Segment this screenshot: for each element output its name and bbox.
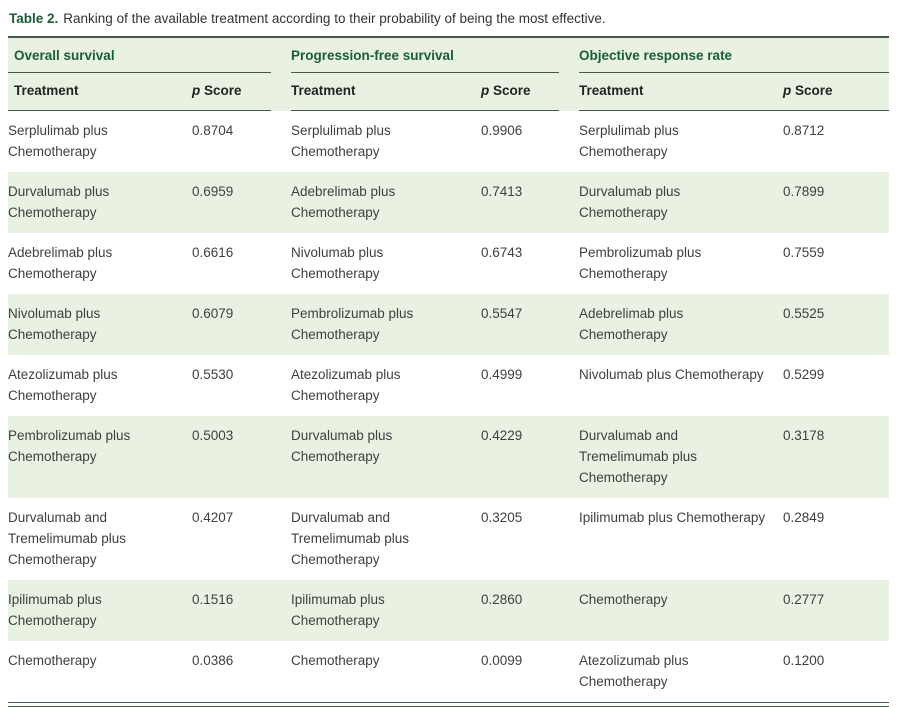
column-header-pscore: p Score — [192, 73, 291, 110]
treatment-cell: Chemotherapy — [291, 653, 380, 668]
table-caption-text: Ranking of the available treatment accor… — [63, 11, 606, 26]
group-header-overall-survival: Overall survival — [8, 38, 271, 73]
treatment-cell: Chemotherapy — [8, 653, 97, 668]
pscore-cell: 0.5299 — [783, 367, 825, 382]
treatment-cell: Ipilimumab plus Chemotherapy — [8, 592, 102, 628]
table-caption: Table 2. Ranking of the available treatme… — [0, 0, 903, 36]
pscore-cell: 0.3178 — [783, 428, 825, 443]
pscore-p-italic: p — [192, 83, 201, 98]
column-header-row: Treatment p Score Treatment p Score Trea… — [8, 73, 889, 110]
pscore-cell: 0.4229 — [481, 428, 523, 443]
header-rule — [579, 110, 889, 111]
treatment-cell: Atezolizumab plus Chemotherapy — [8, 367, 118, 403]
treatment-cell: Durvalumab plus Chemotherapy — [291, 428, 393, 464]
pscore-cell: 0.2777 — [783, 592, 825, 607]
table-row: Ipilimumab plus Chemotherapy 0.1516 Ipil… — [8, 580, 889, 641]
treatment-cell: Pembrolizumab plus Chemotherapy — [291, 306, 414, 342]
pscore-cell: 0.0099 — [481, 653, 523, 668]
column-header-treatment: Treatment — [14, 83, 79, 98]
pscore-cell: 0.5525 — [783, 306, 825, 321]
treatment-cell: Adebrelimab plus Chemotherapy — [8, 245, 113, 281]
table-row: Pembrolizumab plus Chemotherapy 0.5003 D… — [8, 416, 889, 498]
pscore-cell: 0.7413 — [481, 184, 523, 199]
table-body: Serplulimab plus Chemotherapy 0.8704 Ser… — [8, 111, 889, 702]
pscore-cell: 0.1516 — [192, 592, 234, 607]
pscore-cell: 0.6616 — [192, 245, 234, 260]
pscore-cell: 0.8704 — [192, 123, 234, 138]
treatment-cell: Nivolumab plus Chemotherapy — [579, 367, 764, 382]
group-header-progression-free-survival: Progression-free survival — [291, 38, 559, 73]
table-caption-label: Table 2. — [9, 11, 59, 26]
table-row: Nivolumab plus Chemotherapy 0.6079 Pembr… — [8, 294, 889, 355]
pscore-cell: 0.9906 — [481, 123, 523, 138]
pscore-cell: 0.8712 — [783, 123, 825, 138]
treatment-cell: Durvalumab and Tremelimumab plus Chemoth… — [579, 428, 698, 485]
treatment-cell: Durvalumab plus Chemotherapy — [8, 184, 110, 220]
pscore-p-italic: p — [783, 83, 792, 98]
table-row: Serplulimab plus Chemotherapy 0.8704 Ser… — [8, 111, 889, 172]
treatment-cell: Ipilimumab plus Chemotherapy — [579, 510, 766, 525]
treatment-cell: Adebrelimab plus Chemotherapy — [291, 184, 396, 220]
pscore-cell: 0.7899 — [783, 184, 825, 199]
treatment-cell: Nivolumab plus Chemotherapy — [8, 306, 101, 342]
ranking-table: Overall survival Progression-free surviv… — [8, 36, 889, 707]
pscore-score-label: Score — [204, 83, 242, 98]
table-row: Adebrelimab plus Chemotherapy 0.6616 Niv… — [8, 233, 889, 294]
header-rule — [8, 110, 271, 111]
pscore-score-label: Score — [493, 83, 531, 98]
column-header-treatment: Treatment — [291, 83, 356, 98]
treatment-cell: Pembrolizumab plus Chemotherapy — [579, 245, 702, 281]
pscore-cell: 0.4999 — [481, 367, 523, 382]
column-header-treatment: Treatment — [579, 83, 644, 98]
treatment-cell: Pembrolizumab plus Chemotherapy — [8, 428, 131, 464]
treatment-cell: Serplulimab plus Chemotherapy — [579, 123, 679, 159]
table-row: Atezolizumab plus Chemotherapy 0.5530 At… — [8, 355, 889, 416]
header-rule-row — [8, 110, 889, 111]
treatment-cell: Durvalumab and Tremelimumab plus Chemoth… — [291, 510, 410, 567]
group-header-row: Overall survival Progression-free surviv… — [8, 38, 889, 73]
table-head: Overall survival Progression-free surviv… — [8, 38, 889, 111]
pscore-cell: 0.7559 — [783, 245, 825, 260]
pscore-cell: 0.6079 — [192, 306, 234, 321]
treatment-cell: Ipilimumab plus Chemotherapy — [291, 592, 385, 628]
pscore-cell: 0.0386 — [192, 653, 234, 668]
treatment-cell: Chemotherapy — [579, 592, 668, 607]
pscore-cell: 0.2849 — [783, 510, 825, 525]
treatment-cell: Durvalumab plus Chemotherapy — [579, 184, 681, 220]
header-rule — [291, 110, 559, 111]
pscore-cell: 0.4207 — [192, 510, 234, 525]
pscore-cell: 0.6959 — [192, 184, 234, 199]
pscore-score-label: Score — [795, 83, 833, 98]
pscore-cell: 0.5003 — [192, 428, 234, 443]
pscore-cell: 0.5547 — [481, 306, 523, 321]
pscore-cell: 0.6743 — [481, 245, 523, 260]
pscore-cell: 0.1200 — [783, 653, 825, 668]
treatment-cell: Nivolumab plus Chemotherapy — [291, 245, 384, 281]
treatment-cell: Atezolizumab plus Chemotherapy — [579, 653, 689, 689]
table-bottom-rule — [8, 702, 889, 707]
pscore-cell: 0.5530 — [192, 367, 234, 382]
table-row: Durvalumab plus Chemotherapy 0.6959 Adeb… — [8, 172, 889, 233]
group-header-objective-response-rate: Objective response rate — [579, 38, 889, 73]
table-row: Chemotherapy 0.0386 Chemotherapy 0.0099 … — [8, 641, 889, 702]
column-header-pscore: p Score — [783, 73, 889, 110]
column-header-pscore: p Score — [481, 73, 579, 110]
treatment-cell: Serplulimab plus Chemotherapy — [291, 123, 391, 159]
treatment-cell: Serplulimab plus Chemotherapy — [8, 123, 108, 159]
pscore-cell: 0.3205 — [481, 510, 523, 525]
pscore-cell: 0.2860 — [481, 592, 523, 607]
table-row: Durvalumab and Tremelimumab plus Chemoth… — [8, 498, 889, 580]
pscore-p-italic: p — [481, 83, 490, 98]
treatment-cell: Atezolizumab plus Chemotherapy — [291, 367, 401, 403]
treatment-cell: Durvalumab and Tremelimumab plus Chemoth… — [8, 510, 127, 567]
treatment-cell: Adebrelimab plus Chemotherapy — [579, 306, 684, 342]
